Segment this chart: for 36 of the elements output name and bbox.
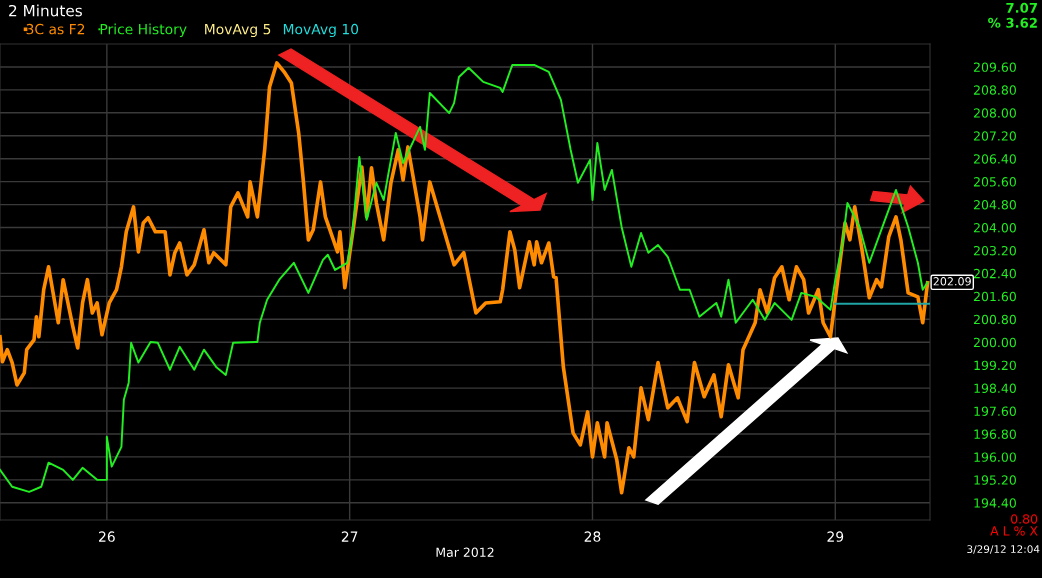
y-tick-label: 208.80: [973, 85, 1016, 95]
y-tick-label: 205.60: [973, 177, 1016, 187]
legend-label: 3C as F2: [26, 23, 85, 35]
text: MovAvg 10: [283, 23, 359, 38]
text: 0.80: [1010, 514, 1038, 524]
y-tick-label: 209.60: [973, 62, 1016, 72]
y-tick-label: 199.20: [974, 360, 1016, 371]
x-tick-label: 28: [584, 531, 601, 542]
x-tick-label: 26: [99, 531, 115, 542]
y-tick-label: 204.00: [973, 222, 1016, 233]
legend-label: Price History: [100, 23, 187, 38]
text: % 3.62: [988, 17, 1037, 28]
y-tick-label: 200.80: [973, 314, 1016, 325]
y-tick-label: 195.20: [974, 475, 1016, 485]
y-tick-label: 194.40: [974, 498, 1016, 508]
y-tick-label: 198.40: [974, 383, 1016, 394]
y-tick-label: 206.40: [973, 154, 1016, 164]
y-tick-label: 203.20: [973, 245, 1016, 256]
text: 7.07: [1006, 2, 1037, 13]
y-tick-label: 197.60: [974, 406, 1016, 416]
x-tick-label: 27: [341, 531, 358, 542]
x-tick-label: 29: [827, 531, 844, 542]
y-tick-label: 202.40: [973, 268, 1016, 279]
text: 3/29/12 12:04: [967, 545, 1040, 554]
y-tick-label: 196.80: [974, 429, 1016, 439]
y-tick-label: 204.80: [973, 200, 1016, 210]
y-tick-label: 208.00: [973, 108, 1016, 118]
text: A L % X: [990, 526, 1038, 536]
text: MovAvg 5: [205, 24, 271, 38]
annotation: 202.09: [933, 277, 971, 286]
y-tick-label: 200.00: [973, 337, 1016, 348]
y-tick-label: 207.20: [973, 131, 1016, 141]
text: 2 Minutes: [9, 4, 82, 17]
y-tick-label: 196.00: [974, 452, 1016, 462]
y-tick-label: 201.60: [973, 291, 1016, 302]
x-axis-title: Mar 2012: [436, 547, 494, 558]
